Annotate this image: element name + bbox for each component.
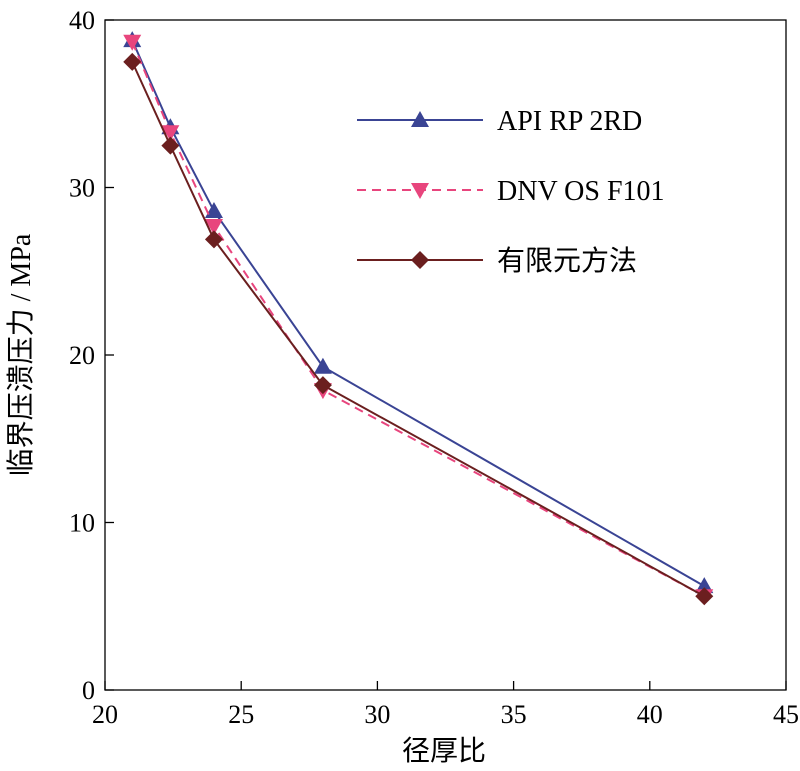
axes: 20 25 30 35 40 45 0 10 20 30 40: [69, 6, 799, 729]
x-tick-label: 45: [773, 700, 799, 729]
legend-label: DNV OS F101: [497, 176, 665, 207]
y-tick-label: 30: [69, 174, 95, 203]
x-tick-label: 35: [501, 700, 527, 729]
data-point: [695, 577, 714, 594]
data-point: [204, 219, 223, 236]
x-tick-label: 25: [228, 700, 254, 729]
x-tick-label: 30: [364, 700, 390, 729]
legend-marker: [411, 183, 429, 199]
data-point: [313, 376, 332, 395]
data-point: [161, 125, 180, 142]
x-axis-label: 径厚比: [402, 735, 486, 767]
y-tick-label: 20: [69, 341, 95, 370]
data-point: [123, 34, 142, 51]
data-point: [161, 136, 180, 155]
data-point: [204, 230, 223, 249]
legend-marker: [411, 111, 429, 127]
x-tick-label: 20: [92, 700, 118, 729]
series-line: [131, 61, 705, 598]
legend: API RP 2RD DNV OS F101 有限元方法: [357, 106, 665, 277]
series-layer: [123, 31, 714, 606]
legend-marker: [411, 251, 429, 269]
legend-label: API RP 2RD: [497, 106, 642, 137]
data-point: [695, 587, 714, 606]
y-axis-label: 临界压溃压力 / MPa: [5, 233, 37, 476]
x-tick-label: 40: [637, 700, 663, 729]
y-tick-label: 0: [82, 676, 95, 705]
y-tick-label: 10: [69, 509, 95, 538]
data-point: [204, 201, 223, 218]
legend-label: 有限元方法: [497, 245, 637, 277]
y-tick-label: 40: [69, 6, 95, 35]
series-2: [123, 52, 714, 606]
data-point: [313, 357, 332, 374]
data-point: [123, 52, 142, 71]
